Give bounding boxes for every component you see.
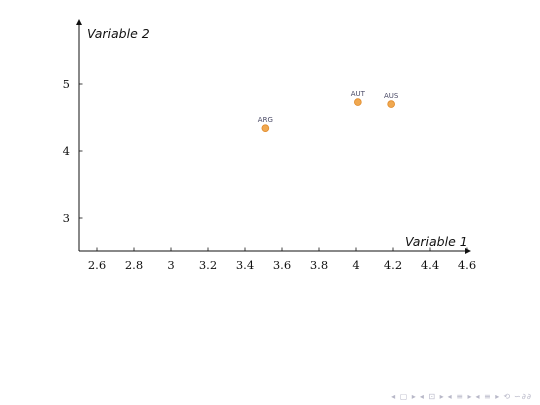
nav-align-icon[interactable]: ⟲ [503,392,512,401]
point-label: AUT [351,90,366,98]
data-point-arg [261,124,270,133]
y-ticks: 3 4 5 [63,77,83,225]
x-tick-label: 4.2 [384,258,402,272]
y-axis-title: Variable 2 [87,26,150,41]
y-tick-label: 3 [63,211,70,225]
x-tick-label: 3.4 [236,258,254,272]
point-label: ARG [258,116,273,124]
x-tick-label: 4.4 [421,258,439,272]
x-tick-label: 4.6 [458,258,476,272]
x-tick-label: 2.8 [125,258,143,272]
point-label: AUS [384,92,399,100]
beamer-navigation-bar: ◂ ▢ ▸ ◂ ⊡ ▸ ◂ ≡ ▸ ◂ ≡ ▸ ⟲ ∽∂∂ [388,392,532,401]
x-axis-title: Variable 1 [405,234,468,249]
x-tick-label: 3.2 [199,258,217,272]
x-tick-label: 3.8 [310,258,328,272]
x-tick-label: 4 [352,258,359,272]
nav-next-icon[interactable]: ◂ ≡ ▸ [475,392,501,401]
nav-prev-icon[interactable]: ◂ ⊡ ▸ [419,392,445,401]
nav-first-icon[interactable]: ◂ ▢ ▸ [391,392,417,401]
x-tick-label: 3.6 [273,258,291,272]
data-points: ARG AUT AUS [258,90,399,133]
x-ticks: 2.6 2.8 3 3.2 3.4 3.6 3.8 4 4.2 4.4 4.6 [88,247,476,272]
y-tick-label: 4 [63,144,70,158]
nav-search-icon[interactable]: ∽∂∂ [514,392,532,401]
x-tick-label: 2.6 [88,258,106,272]
data-point-aus [387,100,395,108]
data-point-aut [354,98,362,106]
nav-section-icon[interactable]: ◂ ≡ ▸ [447,392,473,401]
y-tick-label: 5 [63,77,70,91]
x-tick-label: 3 [167,258,174,272]
